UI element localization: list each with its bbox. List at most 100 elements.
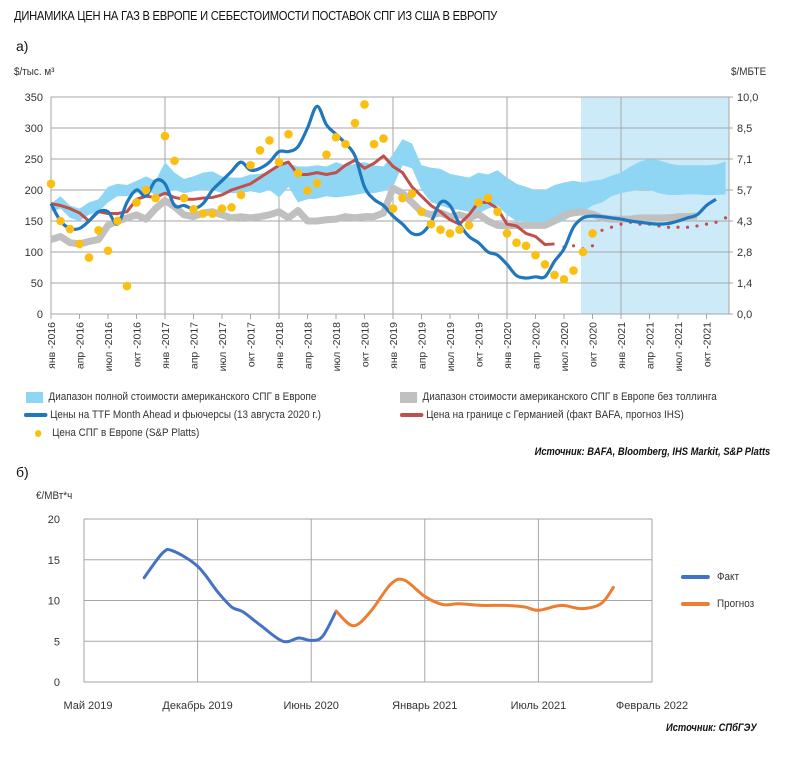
legend-swatch-lng xyxy=(35,429,42,437)
no-tolling-band xyxy=(49,184,698,248)
y-tick-label: 15 xyxy=(48,555,60,567)
lng-price-point xyxy=(578,247,588,257)
legend-swatch-full-cost xyxy=(26,391,44,403)
lng-price-point xyxy=(455,225,464,234)
lng-price-point xyxy=(483,193,493,203)
lng-price-point xyxy=(550,270,559,280)
lng-price-point xyxy=(274,157,284,167)
legend-forecast: Прогноз xyxy=(681,598,754,610)
ttf-line xyxy=(49,104,717,280)
lng-price-point xyxy=(65,224,75,234)
legend-label: Диапазон полной стоимости американского … xyxy=(48,391,317,403)
legend-label: Факт xyxy=(717,571,740,583)
y-tick-label: 250 xyxy=(25,154,43,166)
y-right-tick-label: 1,4 xyxy=(737,278,752,290)
y-right-tick-label: 8,5 xyxy=(737,123,752,135)
lng-price-point xyxy=(331,133,341,142)
x-tick-label: Февраль 2022 xyxy=(616,700,688,712)
lng-price-point xyxy=(141,185,151,195)
y-tick-label: 150 xyxy=(25,216,43,228)
germany-forecast-point xyxy=(619,222,623,226)
legend-ttf: Цены на TTF Month Ahead и фьючерсы (13 а… xyxy=(24,409,321,421)
legend-swatch-forecast xyxy=(681,602,710,606)
lng-price-point xyxy=(341,139,350,149)
x-tick-label: июл -2017 xyxy=(217,322,229,372)
lng-price-point xyxy=(217,204,227,213)
lng-price-point xyxy=(75,239,84,249)
y-right-tick-label: 10,0 xyxy=(737,92,758,104)
lng-price-point xyxy=(445,229,455,238)
panel-a-label: а) xyxy=(16,38,29,54)
x-tick-label: янв -2017 xyxy=(160,322,172,369)
panel-b-unit: €/МВт*ч xyxy=(36,490,73,502)
lng-price-point xyxy=(569,266,578,275)
legend-label: Цены на TTF Month Ahead и фьючерсы (13 а… xyxy=(50,409,321,421)
legend-label: Цена на границе с Германией (факт BAFA, … xyxy=(426,409,684,421)
y-tick-label: 5 xyxy=(54,636,60,648)
x-tick-label: янв -2019 xyxy=(388,322,400,369)
x-tick-label: апр -2021 xyxy=(645,322,657,369)
panel-b-source: Источник: СПбГЭУ xyxy=(666,722,757,734)
lng-price-point xyxy=(350,118,360,128)
lng-price-point xyxy=(540,260,550,269)
lng-price-point xyxy=(502,229,512,238)
y-right-tick-label: 5,7 xyxy=(737,185,752,197)
germany-forecast-point xyxy=(600,228,604,232)
x-tick-label: апр -2018 xyxy=(303,322,315,369)
germany-forecast-point xyxy=(695,224,699,228)
lng-price-point xyxy=(151,193,160,203)
lng-price-point xyxy=(46,179,56,189)
lng-price-point xyxy=(464,221,474,230)
legend-swatch-no-tolling xyxy=(400,391,418,403)
x-tick-label: окт -2017 xyxy=(246,322,258,367)
lng-price-point xyxy=(388,204,398,213)
x-tick-label: янв -2018 xyxy=(274,322,286,369)
legend-swatch-germany xyxy=(400,413,424,417)
lng-price-point xyxy=(407,189,417,199)
legend-label: Прогноз xyxy=(717,598,755,610)
x-tick-label: окт -2020 xyxy=(588,322,600,367)
y-right-tick-label: 0,0 xyxy=(737,309,752,321)
forecast-line xyxy=(334,577,615,628)
lng-price-point xyxy=(521,241,531,251)
lng-price-point xyxy=(379,134,388,143)
chart-a: 0 0,0 50 1,4 100 2,8 150 4,3 200 5,7 250 7,1 300 8,5 3… xyxy=(25,92,759,372)
y-tick-label: 0 xyxy=(54,677,60,689)
germany-forecast-point xyxy=(685,225,690,229)
legend-lng: Цена СПГ в Европе (S&P Platts) xyxy=(26,427,199,439)
x-tick-label: июл -2020 xyxy=(559,322,571,372)
x-tick-label: июл -2019 xyxy=(445,322,457,372)
lng-price-point xyxy=(312,178,322,188)
lng-price-point xyxy=(132,198,141,207)
lng-price-point xyxy=(208,209,217,218)
lng-price-point xyxy=(227,203,236,212)
x-tick-label: апр -2020 xyxy=(531,322,543,369)
germany-forecast-point xyxy=(609,225,614,229)
y-tick-label: 300 xyxy=(25,123,43,135)
legend-swatch-ttf xyxy=(24,413,48,417)
lng-price-point xyxy=(417,207,426,216)
panel-a-source: Источник: BAFA, Bloomberg, IHS Markit, S… xyxy=(534,446,770,458)
x-tick-label: окт -2016 xyxy=(132,322,144,367)
legend-label: Цена СПГ в Европе (S&P Platts) xyxy=(52,427,200,439)
x-tick-label: Июнь 2020 xyxy=(283,700,339,712)
germany-forecast-point xyxy=(714,220,718,224)
lng-price-point xyxy=(360,100,369,109)
germany-forecast-point xyxy=(571,244,576,248)
lng-price-point xyxy=(474,198,483,207)
legend-fact: Факт xyxy=(681,571,739,583)
lng-price-point xyxy=(246,160,255,170)
germany-forecast-point xyxy=(666,225,671,229)
y-right-tick-label: 4,3 xyxy=(737,216,752,228)
full-cost-band xyxy=(51,139,726,225)
y-right-tick-label: 2,8 xyxy=(737,247,752,259)
lng-price-point xyxy=(322,150,331,159)
x-tick-label: июл -2021 xyxy=(673,322,685,372)
x-tick-label: Декабрь 2019 xyxy=(162,700,232,712)
lng-price-point xyxy=(113,216,122,226)
figure-title: ДИНАМИКА ЦЕН НА ГАЗ В ЕВРОПЕ И СЕБЕСТОИМ… xyxy=(14,8,497,23)
panel-a-left-unit: $/тыс. м³ xyxy=(14,66,55,78)
panel-a-right-unit: $/МБТЕ xyxy=(731,66,767,78)
lng-price-point xyxy=(588,229,597,238)
x-tick-label: Январь 2021 xyxy=(392,700,457,712)
